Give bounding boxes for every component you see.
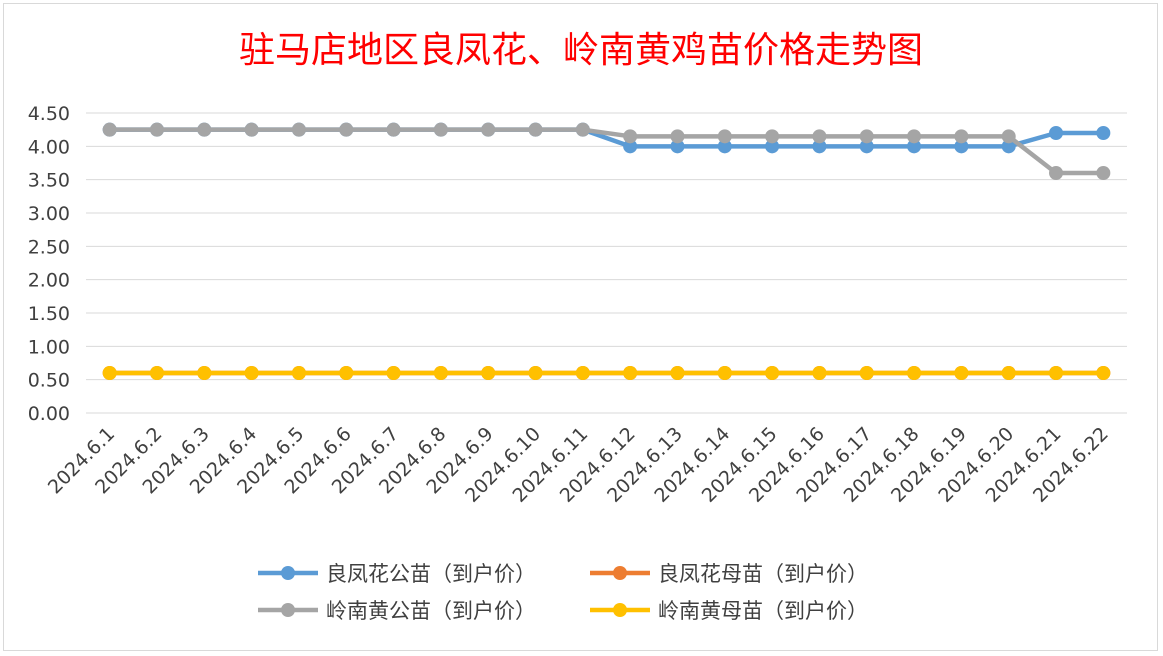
data-point: [197, 366, 212, 380]
x-axis-ticks: 2024.6.12024.6.22024.6.32024.6.42024.6.5…: [44, 423, 1113, 507]
data-point: [765, 129, 780, 144]
data-point: [670, 139, 685, 154]
legend-swatch-marker: [281, 603, 295, 617]
legend-label: 良凤花母苗（到户价）: [658, 562, 868, 586]
data-point: [1096, 126, 1111, 140]
data-point: [244, 366, 259, 380]
series-3: [102, 366, 1111, 380]
data-point: [291, 122, 306, 137]
data-point: [623, 139, 638, 154]
data-point: [1096, 166, 1111, 180]
data-point: [1096, 366, 1111, 380]
data-point: [717, 366, 732, 380]
y-tick-label: 4.50: [28, 103, 70, 125]
data-point: [433, 122, 448, 137]
legend-label: 良凤花公苗（到户价）: [326, 562, 536, 586]
y-axis-ticks: 0.00 0.50 1.00 1.50 2.00 2.50 3.00 3.50 4.00 4.50: [28, 103, 70, 425]
legend-item: 良凤花母苗（到户价）: [590, 562, 868, 586]
y-tick-label: 2.50: [28, 236, 70, 258]
data-point: [1001, 139, 1016, 154]
data-point: [670, 366, 685, 380]
data-point: [149, 122, 164, 137]
legend-swatch-marker: [613, 603, 627, 617]
data-point: [907, 366, 922, 380]
legend: 良凤花公苗（到户价） 良凤花母苗（到户价） 岭南黄公苗（到户价） 岭南黄母苗（到户价）: [258, 562, 868, 623]
legend-swatch-marker: [613, 566, 627, 580]
data-point: [528, 122, 543, 137]
y-tick-label: 1.50: [28, 303, 70, 325]
legend-item: 良凤花公苗（到户价）: [258, 562, 536, 586]
data-point: [1049, 366, 1064, 380]
data-point: [339, 122, 354, 137]
y-tick-label: 0.00: [28, 403, 70, 425]
data-point: [339, 366, 354, 380]
legend-item: 岭南黄公苗（到户价）: [258, 599, 536, 623]
y-tick-label: 4.00: [28, 136, 70, 158]
data-point: [1049, 166, 1064, 180]
data-point: [859, 366, 874, 380]
data-point: [386, 122, 401, 137]
data-point: [670, 129, 685, 144]
legend-label: 岭南黄母苗（到户价）: [658, 599, 868, 623]
data-point: [954, 129, 969, 144]
data-point: [102, 366, 117, 380]
data-point: [717, 139, 732, 154]
y-tick-label: 0.50: [28, 370, 70, 392]
data-point: [859, 139, 874, 154]
data-point: [623, 129, 638, 144]
data-point: [907, 129, 922, 144]
data-point: [954, 366, 969, 380]
data-point: [149, 366, 164, 380]
data-point: [765, 139, 780, 154]
data-point: [481, 122, 496, 137]
data-point: [575, 122, 590, 137]
data-point: [765, 366, 780, 380]
data-point: [528, 366, 543, 380]
legend-swatch-marker: [281, 566, 295, 580]
data-point: [907, 139, 922, 154]
series-layer: [102, 122, 1111, 380]
data-point: [386, 366, 401, 380]
series-2: [102, 122, 1111, 180]
data-point: [812, 366, 827, 380]
data-point: [954, 139, 969, 154]
data-point: [481, 366, 496, 380]
data-point: [291, 366, 306, 380]
data-point: [244, 122, 259, 137]
data-point: [575, 366, 590, 380]
data-point: [1049, 126, 1064, 140]
y-tick-label: 3.00: [28, 203, 70, 225]
data-point: [623, 366, 638, 380]
y-tick-label: 1.00: [28, 336, 70, 358]
y-tick-label: 2.00: [28, 270, 70, 292]
data-point: [197, 122, 212, 137]
y-tick-label: 3.50: [28, 170, 70, 192]
chart-title: 驻马店地区良凤花、岭南黄鸡苗价格走势图: [239, 30, 923, 71]
data-point: [812, 139, 827, 154]
data-point: [812, 129, 827, 144]
data-point: [859, 129, 874, 144]
data-point: [433, 366, 448, 380]
series-line: [109, 127, 1104, 176]
data-point: [1001, 366, 1016, 380]
legend-label: 岭南黄公苗（到户价）: [326, 599, 536, 623]
grid-layer: [86, 112, 1127, 414]
data-point: [102, 122, 117, 137]
data-point: [717, 129, 732, 144]
legend-item: 岭南黄母苗（到户价）: [590, 599, 868, 623]
data-point: [1001, 129, 1016, 144]
chart-frame: [3, 3, 1158, 651]
